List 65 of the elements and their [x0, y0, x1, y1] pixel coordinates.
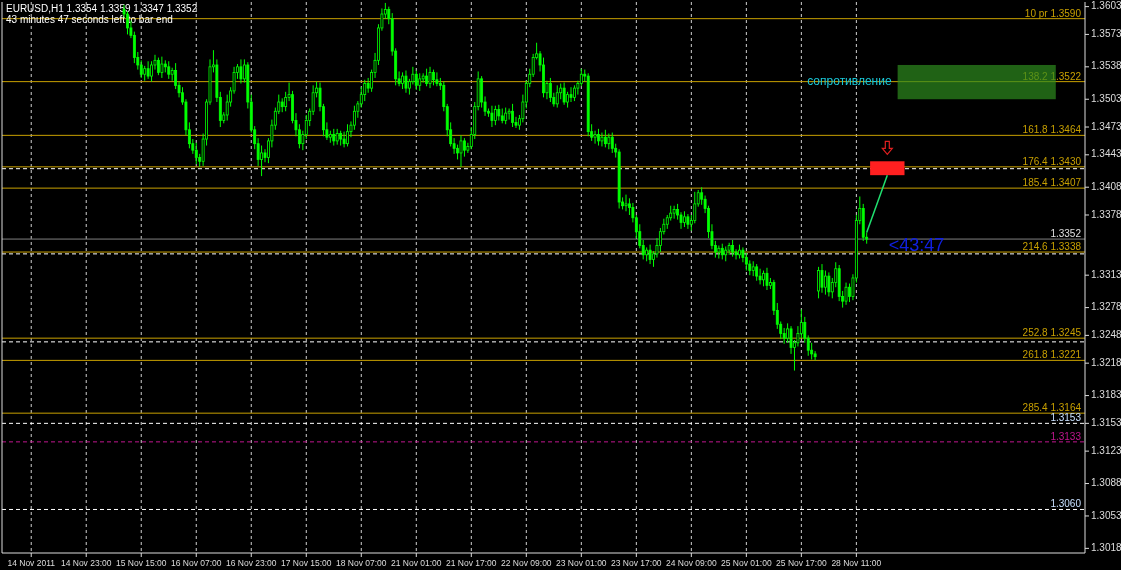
y-tick-label: 1.3053: [1091, 509, 1121, 521]
candlestick: [844, 282, 848, 306]
x-tick-label: 23 Nov 17:00: [611, 558, 662, 568]
y-tick-label: 1.3018: [1091, 542, 1121, 554]
x-tick-label: 28 Nov 11:00: [831, 558, 882, 568]
y-tick-label: 1.3443: [1091, 148, 1121, 160]
chart-title: EURUSD,H1 1.3354 1.3359 1.3347 1.3352: [6, 3, 198, 14]
ref-line-label: 214.6 1.3338: [1022, 241, 1082, 253]
y-tick-label: 1.3153: [1091, 416, 1121, 428]
y-tick-label: 1.3378: [1091, 208, 1121, 220]
ref-line-label: 252.8 1.3245: [1022, 327, 1082, 339]
x-tick-label: 16 Nov 23:00: [225, 558, 277, 568]
y-tick-label: 1.3088: [1091, 477, 1121, 489]
candlestick: [194, 142, 198, 165]
ref-line-label: 1.3153: [1050, 412, 1082, 424]
candlestick: [817, 266, 820, 299]
ref-line-label: 1.3060: [1050, 498, 1082, 510]
ref-line-label: 1.3352: [1050, 228, 1082, 240]
ref-line-label: 161.8 1.3464: [1022, 124, 1082, 136]
candlestick: [820, 263, 824, 294]
ref-line-label: 176.4 1.3430: [1022, 155, 1082, 167]
candlestick: [827, 271, 831, 297]
x-tick-label: 14 Nov 23:00: [60, 558, 112, 568]
y-tick-label: 1.3248: [1091, 329, 1121, 341]
x-tick-label: 18 Nov 07:00: [335, 558, 387, 568]
ref-line-label: 261.8 1.3221: [1022, 349, 1082, 361]
candlestick: [548, 77, 552, 103]
candlestick: [260, 145, 264, 177]
candlestick: [507, 108, 511, 121]
candlestick: [600, 132, 604, 147]
y-tick-label: 1.3573: [1091, 28, 1121, 40]
x-tick-label: 14 Nov 2011: [7, 558, 56, 568]
y-tick-label: 1.3473: [1091, 120, 1121, 132]
x-tick-label: 23 Nov 01:00: [556, 558, 607, 568]
candlestick: [462, 137, 466, 158]
candlestick: [511, 103, 514, 128]
candlestick: [414, 70, 418, 91]
y-tick-label: 1.3603: [1091, 0, 1121, 12]
y-tick-label: 1.3408: [1091, 180, 1121, 192]
y-tick-label: 1.3313: [1091, 268, 1121, 280]
candlestick: [346, 123, 349, 147]
x-tick-label: 22 Nov 09:00: [501, 558, 552, 568]
x-tick-label: 15 Nov 15:00: [115, 558, 167, 568]
y-tick-label: 1.3183: [1091, 389, 1121, 401]
ref-line-label: 10 pr 1.3590: [1024, 7, 1082, 19]
ref-line-label: 285.4 1.3164: [1022, 402, 1082, 414]
annotation: <43:47: [888, 235, 945, 256]
x-tick-label: 25 Nov 17:00: [776, 558, 827, 568]
y-tick-label: 1.3538: [1091, 60, 1121, 72]
ref-line-label: 185.4 1.3407: [1022, 177, 1082, 189]
y-tick-label: 1.3218: [1091, 356, 1121, 368]
candlestick: [823, 270, 827, 296]
x-tick-label: 24 Nov 09:00: [666, 558, 717, 568]
y-tick-label: 1.3278: [1091, 301, 1121, 313]
x-tick-label: 16 Nov 07:00: [170, 558, 222, 568]
y-tick-label: 1.3503: [1091, 92, 1121, 104]
candlestick: [758, 268, 762, 285]
x-tick-label: 21 Nov 17:00: [446, 558, 497, 568]
ref-line-label: 1.3133: [1050, 430, 1082, 442]
x-tick-label: 21 Nov 01:00: [391, 558, 442, 568]
x-tick-label: 17 Nov 15:00: [280, 558, 332, 568]
x-tick-label: 25 Nov 01:00: [721, 558, 772, 568]
candlestick: [493, 105, 497, 126]
candlestick: [786, 322, 790, 344]
y-tick-label: 1.3123: [1091, 444, 1121, 456]
